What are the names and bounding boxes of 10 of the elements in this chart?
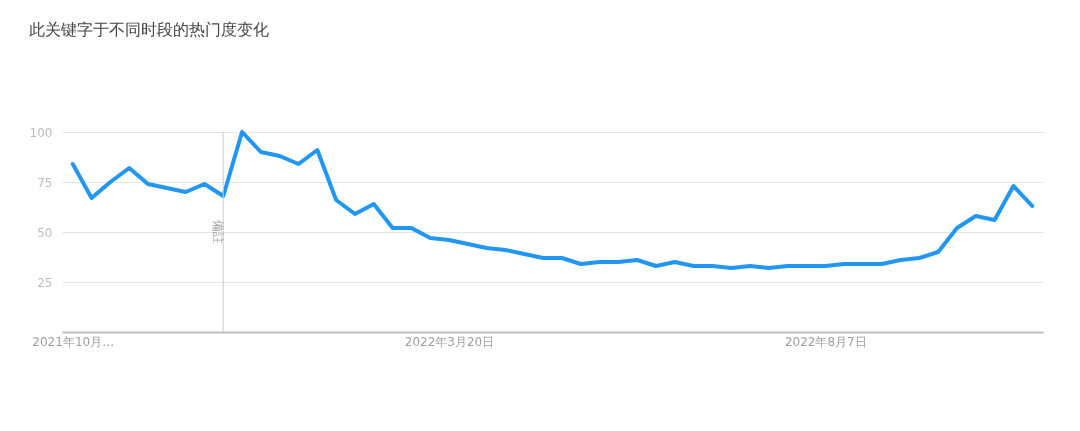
y-tick-label: 75	[37, 175, 53, 190]
y-tick-label: 50	[37, 225, 53, 240]
x-tick-label: 2022年3月20日	[404, 334, 495, 349]
chart-title: 此关键字于不同时段的热门度变化	[29, 20, 270, 39]
x-tick-label: 2021年10月…	[32, 334, 115, 349]
y-tick-label: 25	[37, 275, 53, 290]
y-tick-label: 100	[29, 125, 53, 140]
ref-line-label: 備註	[211, 220, 226, 244]
x-tick-label: 2022年8月7日	[784, 334, 867, 349]
line-series	[70, 130, 1035, 270]
